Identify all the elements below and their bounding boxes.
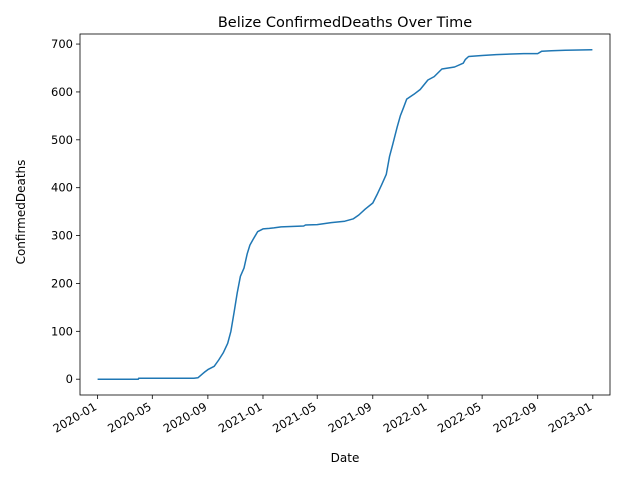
- y-tick-label: 300: [51, 229, 73, 243]
- y-tick-label: 0: [66, 372, 73, 386]
- chart-title: Belize ConfirmedDeaths Over Time: [218, 15, 472, 31]
- y-tick-label: 600: [51, 85, 73, 99]
- y-tick-label: 400: [51, 181, 73, 195]
- y-tick-label: 700: [51, 37, 73, 51]
- y-tick-label: 100: [51, 324, 73, 338]
- series-line-0: [97, 49, 593, 380]
- x-axis-label: Date: [331, 451, 360, 465]
- plot-frame: [79, 33, 611, 396]
- plot-area: [79, 33, 611, 396]
- y-tick-label: 200: [51, 276, 73, 290]
- y-tick-label: 500: [51, 133, 73, 147]
- y-axis: 0 100 200 300 400 500 600 700: [51, 37, 80, 386]
- y-axis-label: ConfirmedDeaths: [14, 160, 28, 265]
